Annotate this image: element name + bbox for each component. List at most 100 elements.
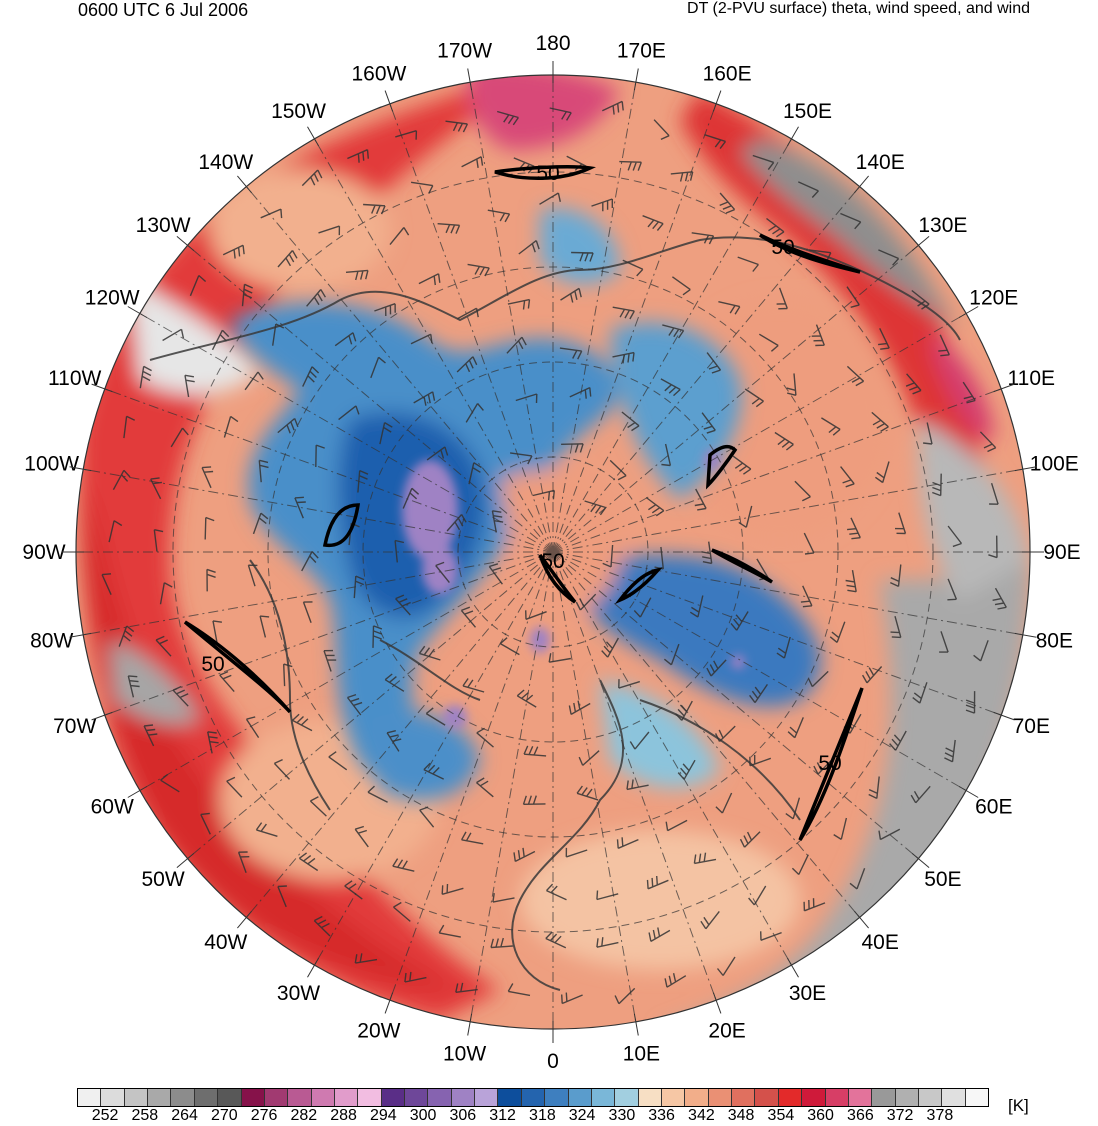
longitude-tick bbox=[1014, 632, 1037, 638]
colorbar-swatch bbox=[615, 1089, 639, 1106]
longitude-tick bbox=[307, 126, 319, 147]
wind-barb bbox=[522, 795, 546, 805]
wind-barb bbox=[393, 901, 411, 922]
wind-barb bbox=[752, 154, 775, 171]
wind-barb bbox=[301, 169, 323, 187]
wind-barb bbox=[664, 973, 687, 988]
longitude-label: 160W bbox=[351, 63, 406, 86]
wind-barb bbox=[413, 391, 436, 406]
colorbar-swatch bbox=[545, 1089, 569, 1106]
wind-barb bbox=[833, 817, 848, 840]
wind-barb bbox=[277, 885, 287, 908]
colorbar-swatch bbox=[848, 1089, 873, 1106]
wind-barb bbox=[306, 289, 327, 307]
longitude-label: 60E bbox=[975, 796, 1012, 819]
wind-barb bbox=[776, 287, 788, 310]
wind-barb bbox=[677, 759, 696, 780]
longitude-tick bbox=[237, 175, 252, 194]
wind-barb bbox=[207, 731, 219, 754]
wind-barb bbox=[315, 444, 325, 468]
wind-barb bbox=[476, 777, 494, 798]
longitude-label: 40W bbox=[204, 931, 247, 954]
longitude-label: 20W bbox=[357, 1019, 400, 1042]
wind-barb bbox=[200, 812, 211, 835]
longitude-tick bbox=[712, 992, 722, 1014]
wind-barb bbox=[392, 858, 415, 872]
wind-barb bbox=[716, 956, 736, 976]
wind-barb bbox=[518, 240, 540, 255]
longitude-tick bbox=[993, 383, 1015, 393]
wind-barb bbox=[476, 727, 494, 748]
longitude-tick bbox=[69, 466, 92, 472]
wind-barb bbox=[633, 597, 652, 618]
wind-barb bbox=[871, 411, 889, 433]
wind-barb bbox=[846, 286, 860, 308]
wind-barb bbox=[878, 828, 901, 841]
longitude-label: 50E bbox=[924, 868, 961, 891]
wind-barb bbox=[811, 324, 825, 347]
wind-barb bbox=[419, 806, 435, 828]
colorbar-swatch bbox=[148, 1089, 172, 1106]
longitude-tick bbox=[176, 853, 195, 868]
wind-barb bbox=[112, 469, 131, 491]
wind-barb bbox=[461, 156, 484, 169]
wind-barb bbox=[370, 356, 386, 379]
longitude-label: 110E bbox=[1008, 367, 1056, 390]
wind-barb bbox=[861, 666, 883, 684]
wind-barb bbox=[693, 852, 717, 865]
wind-barb bbox=[201, 466, 214, 489]
wind-barb bbox=[701, 412, 716, 434]
wind-barb bbox=[172, 685, 189, 707]
colorbar-swatch bbox=[638, 1089, 662, 1106]
wind-barb bbox=[561, 443, 584, 453]
wind-barb bbox=[258, 459, 269, 483]
wind-barb bbox=[515, 393, 538, 404]
colorbar-swatch bbox=[334, 1089, 359, 1106]
wind-barb bbox=[829, 621, 846, 643]
longitude-tick bbox=[91, 383, 113, 393]
wind-barb bbox=[323, 649, 337, 672]
wind-barb bbox=[150, 477, 162, 500]
wind-barb bbox=[849, 868, 866, 890]
wind-barb bbox=[491, 510, 504, 533]
colorbar-swatch bbox=[942, 1089, 966, 1106]
wind-barb bbox=[905, 373, 922, 395]
wind-barb bbox=[602, 100, 624, 115]
wind-barb bbox=[612, 351, 635, 364]
wind-barb bbox=[525, 610, 547, 620]
wind-barb bbox=[379, 421, 393, 445]
wind-barb bbox=[786, 373, 797, 396]
colorbar-swatch bbox=[451, 1089, 476, 1106]
longitude-tick bbox=[854, 175, 869, 194]
wind-barb bbox=[222, 244, 245, 259]
wind-barb bbox=[665, 819, 688, 832]
colorbar-tick-label: 306 bbox=[449, 1107, 477, 1124]
wind-barb bbox=[910, 785, 931, 804]
wind-barb bbox=[744, 388, 764, 408]
colorbar-swatch bbox=[872, 1089, 896, 1106]
wind-barb bbox=[738, 505, 753, 528]
wind-barb bbox=[277, 417, 299, 434]
colorbar-tick-label: 294 bbox=[369, 1107, 397, 1124]
colorbar-ticks: 252 258 264 270 276 282 288 294 300 306 312 318 324 3… bbox=[77, 1107, 989, 1125]
colorbar-swatch bbox=[918, 1089, 943, 1106]
colorbar-tick-label: 354 bbox=[767, 1107, 795, 1124]
wind-barb bbox=[732, 455, 752, 475]
colorbar-swatch bbox=[78, 1089, 102, 1106]
wind-barb bbox=[700, 910, 720, 930]
wind-barb bbox=[549, 107, 572, 121]
longitude-label: 170E bbox=[617, 40, 666, 63]
colorbar-units: [K] bbox=[1008, 1096, 1029, 1115]
wind-barb bbox=[670, 171, 694, 182]
wind-barb bbox=[602, 544, 614, 568]
longitude-label: 80W bbox=[30, 629, 73, 652]
wind-barb bbox=[591, 198, 613, 212]
wind-barb bbox=[601, 637, 620, 658]
wind-barb bbox=[294, 496, 306, 519]
wind-barb bbox=[694, 488, 707, 511]
colorbar-swatch bbox=[101, 1089, 125, 1106]
colorbar-swatch bbox=[498, 1089, 522, 1106]
wind-barb bbox=[456, 356, 478, 373]
wind-barb bbox=[730, 611, 749, 631]
wind-barb bbox=[372, 625, 383, 648]
